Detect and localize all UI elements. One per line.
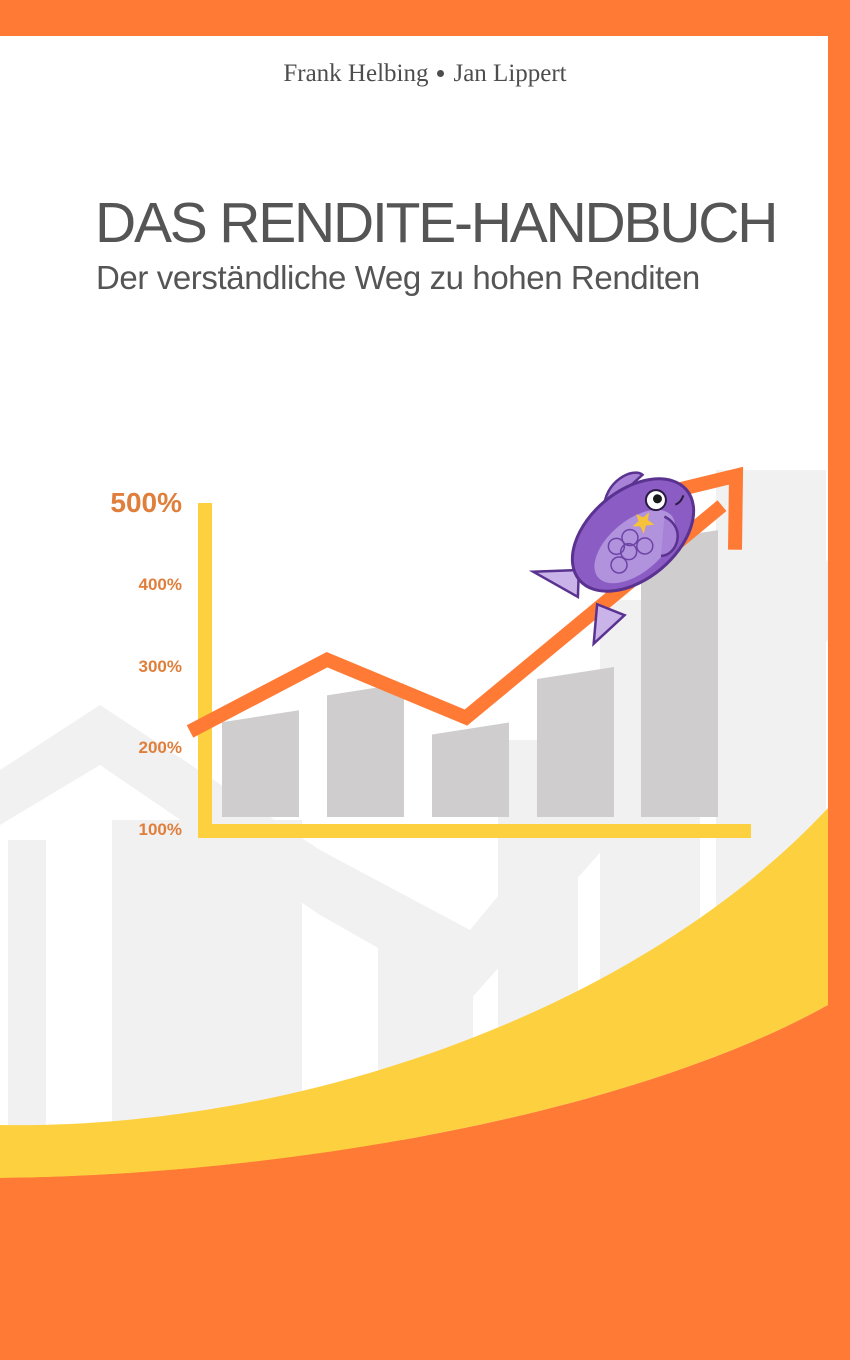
book-title: DAS RENDITE-HANDBUCH [95,191,778,255]
bar [222,710,299,817]
chart-y-axis [198,503,212,838]
bar [327,683,404,817]
bar [432,722,509,817]
separator-bullet-icon [437,69,445,77]
money-fish-icon [528,471,696,647]
y-tick-label: 200% [138,738,182,757]
yellow-swoosh [0,808,828,1178]
chart-x-axis [198,824,751,838]
book-subtitle: Der verständliche Weg zu hohen Renditen [96,259,700,296]
bar [641,530,718,817]
y-tick-label: 500% [110,487,182,518]
bar [537,667,614,817]
author-2: Jan Lippert [453,60,567,87]
author-1: Frank Helbing [283,60,429,87]
trend-line [186,500,727,738]
orange-wedge [0,1005,828,1360]
y-tick-label: 400% [138,575,182,594]
trend-arrowhead [664,466,744,550]
authors-line: Frank Helbing Jan Lippert [0,60,850,88]
y-tick-label: 300% [138,657,182,676]
y-tick-label: 100% [138,820,182,839]
